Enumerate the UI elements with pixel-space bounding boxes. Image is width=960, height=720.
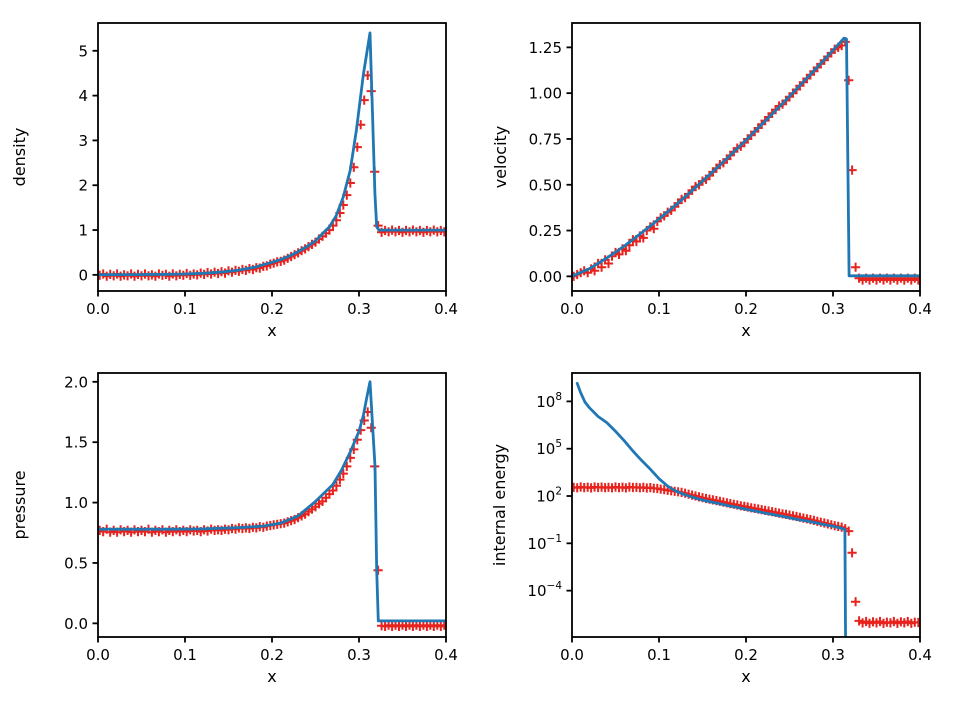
x-tick-label: 0.0 — [86, 300, 110, 318]
y-tick-label: 0.5 — [64, 554, 88, 572]
y-tick-label: 102 — [536, 486, 562, 506]
y-tick-label: 2 — [78, 177, 88, 195]
y-tick-label: 0.50 — [529, 176, 562, 194]
y-axis-label: pressure — [10, 470, 29, 539]
axes-frame — [97, 372, 447, 638]
y-tick-label: 5 — [78, 42, 88, 60]
simulation-markers — [98, 70, 446, 281]
x-tick-label: 0.2 — [734, 300, 758, 318]
x-axis-label: x — [267, 667, 276, 686]
series-velocity — [572, 36, 920, 285]
x-tick-label: 0.1 — [647, 300, 671, 318]
x-tick-label: 0.2 — [260, 646, 284, 664]
y-tick-label: 0.0 — [64, 615, 88, 633]
solution-line — [575, 381, 847, 637]
x-tick-label: 0.0 — [86, 646, 110, 664]
x-tick-label: 0.3 — [347, 300, 371, 318]
y-axis-label: density — [10, 128, 29, 187]
x-tick-label: 0.0 — [560, 300, 584, 318]
solution-line — [98, 380, 446, 623]
x-tick-label: 0.1 — [647, 646, 671, 664]
x-tick-label: 0.3 — [821, 646, 845, 664]
solution-line — [572, 36, 920, 278]
x-tick-label: 0.0 — [560, 646, 584, 664]
simulation-markers — [572, 482, 920, 628]
panel-velocity: 0.0 0.1 0.2 0.3 0.4 0.00 0.25 0.50 0.75 1.00 1.25 x… — [491, 22, 932, 340]
x-axis-label: x — [267, 321, 276, 340]
x-tick-label: 0.2 — [734, 646, 758, 664]
y-tick-label: 0.25 — [529, 222, 562, 240]
axes-frame — [571, 372, 921, 638]
y-tick-label: 2.0 — [64, 373, 88, 391]
y-tick-label: 0.00 — [529, 268, 562, 286]
x-tick-label: 0.3 — [821, 300, 845, 318]
panel-internal_energy: 0.0 0.1 0.2 0.3 0.4 108 105 102 10−1 10−4 x interna… — [490, 372, 932, 686]
series-density — [98, 31, 446, 281]
x-tick-label: 0.4 — [434, 300, 458, 318]
y-tick-label: 1.25 — [529, 39, 562, 57]
x-axis-label: x — [741, 667, 750, 686]
y-tick-label: 108 — [536, 391, 562, 411]
x-tick-label: 0.1 — [173, 300, 197, 318]
y-tick-label: 0 — [78, 266, 88, 284]
simulation-markers — [98, 407, 446, 631]
y-tick-label: 10−1 — [527, 533, 562, 553]
y-tick-label: 1.5 — [64, 434, 88, 452]
solution-line — [98, 31, 446, 277]
series-pressure — [98, 380, 446, 631]
y-axis-label: velocity — [491, 126, 510, 189]
x-tick-label: 0.3 — [347, 646, 371, 664]
y-tick-label: 0.75 — [529, 130, 562, 148]
x-tick-label: 0.2 — [260, 300, 284, 318]
panel-pressure: 0.0 0.1 0.2 0.3 0.4 0.0 0.5 1.0 1.5 2.0 x pressure — [10, 372, 458, 686]
y-tick-label: 1.00 — [529, 85, 562, 103]
x-tick-label: 0.4 — [908, 300, 932, 318]
y-tick-label: 1 — [78, 222, 88, 240]
series-internal_energy — [572, 381, 920, 637]
x-tick-label: 0.4 — [434, 646, 458, 664]
axes-frame — [97, 22, 447, 292]
y-tick-label: 10−4 — [527, 580, 562, 600]
y-axis-label: internal energy — [490, 444, 509, 566]
y-tick-label: 3 — [78, 132, 88, 150]
x-tick-label: 0.1 — [173, 646, 197, 664]
y-tick-label: 1.0 — [64, 494, 88, 512]
x-tick-label: 0.4 — [908, 646, 932, 664]
panel-density: 0.0 0.1 0.2 0.3 0.4 0 1 2 3 4 5 x density — [10, 22, 458, 340]
y-tick-label: 4 — [78, 87, 88, 105]
y-tick-label: 105 — [536, 438, 562, 458]
x-axis-label: x — [741, 321, 750, 340]
